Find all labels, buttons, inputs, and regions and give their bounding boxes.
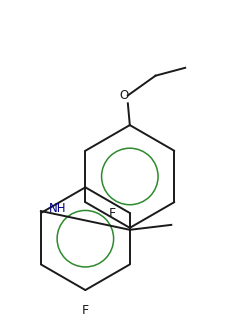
Text: NH: NH: [49, 202, 66, 214]
Text: F: F: [82, 304, 89, 317]
Text: F: F: [108, 206, 115, 220]
Text: O: O: [119, 90, 128, 102]
